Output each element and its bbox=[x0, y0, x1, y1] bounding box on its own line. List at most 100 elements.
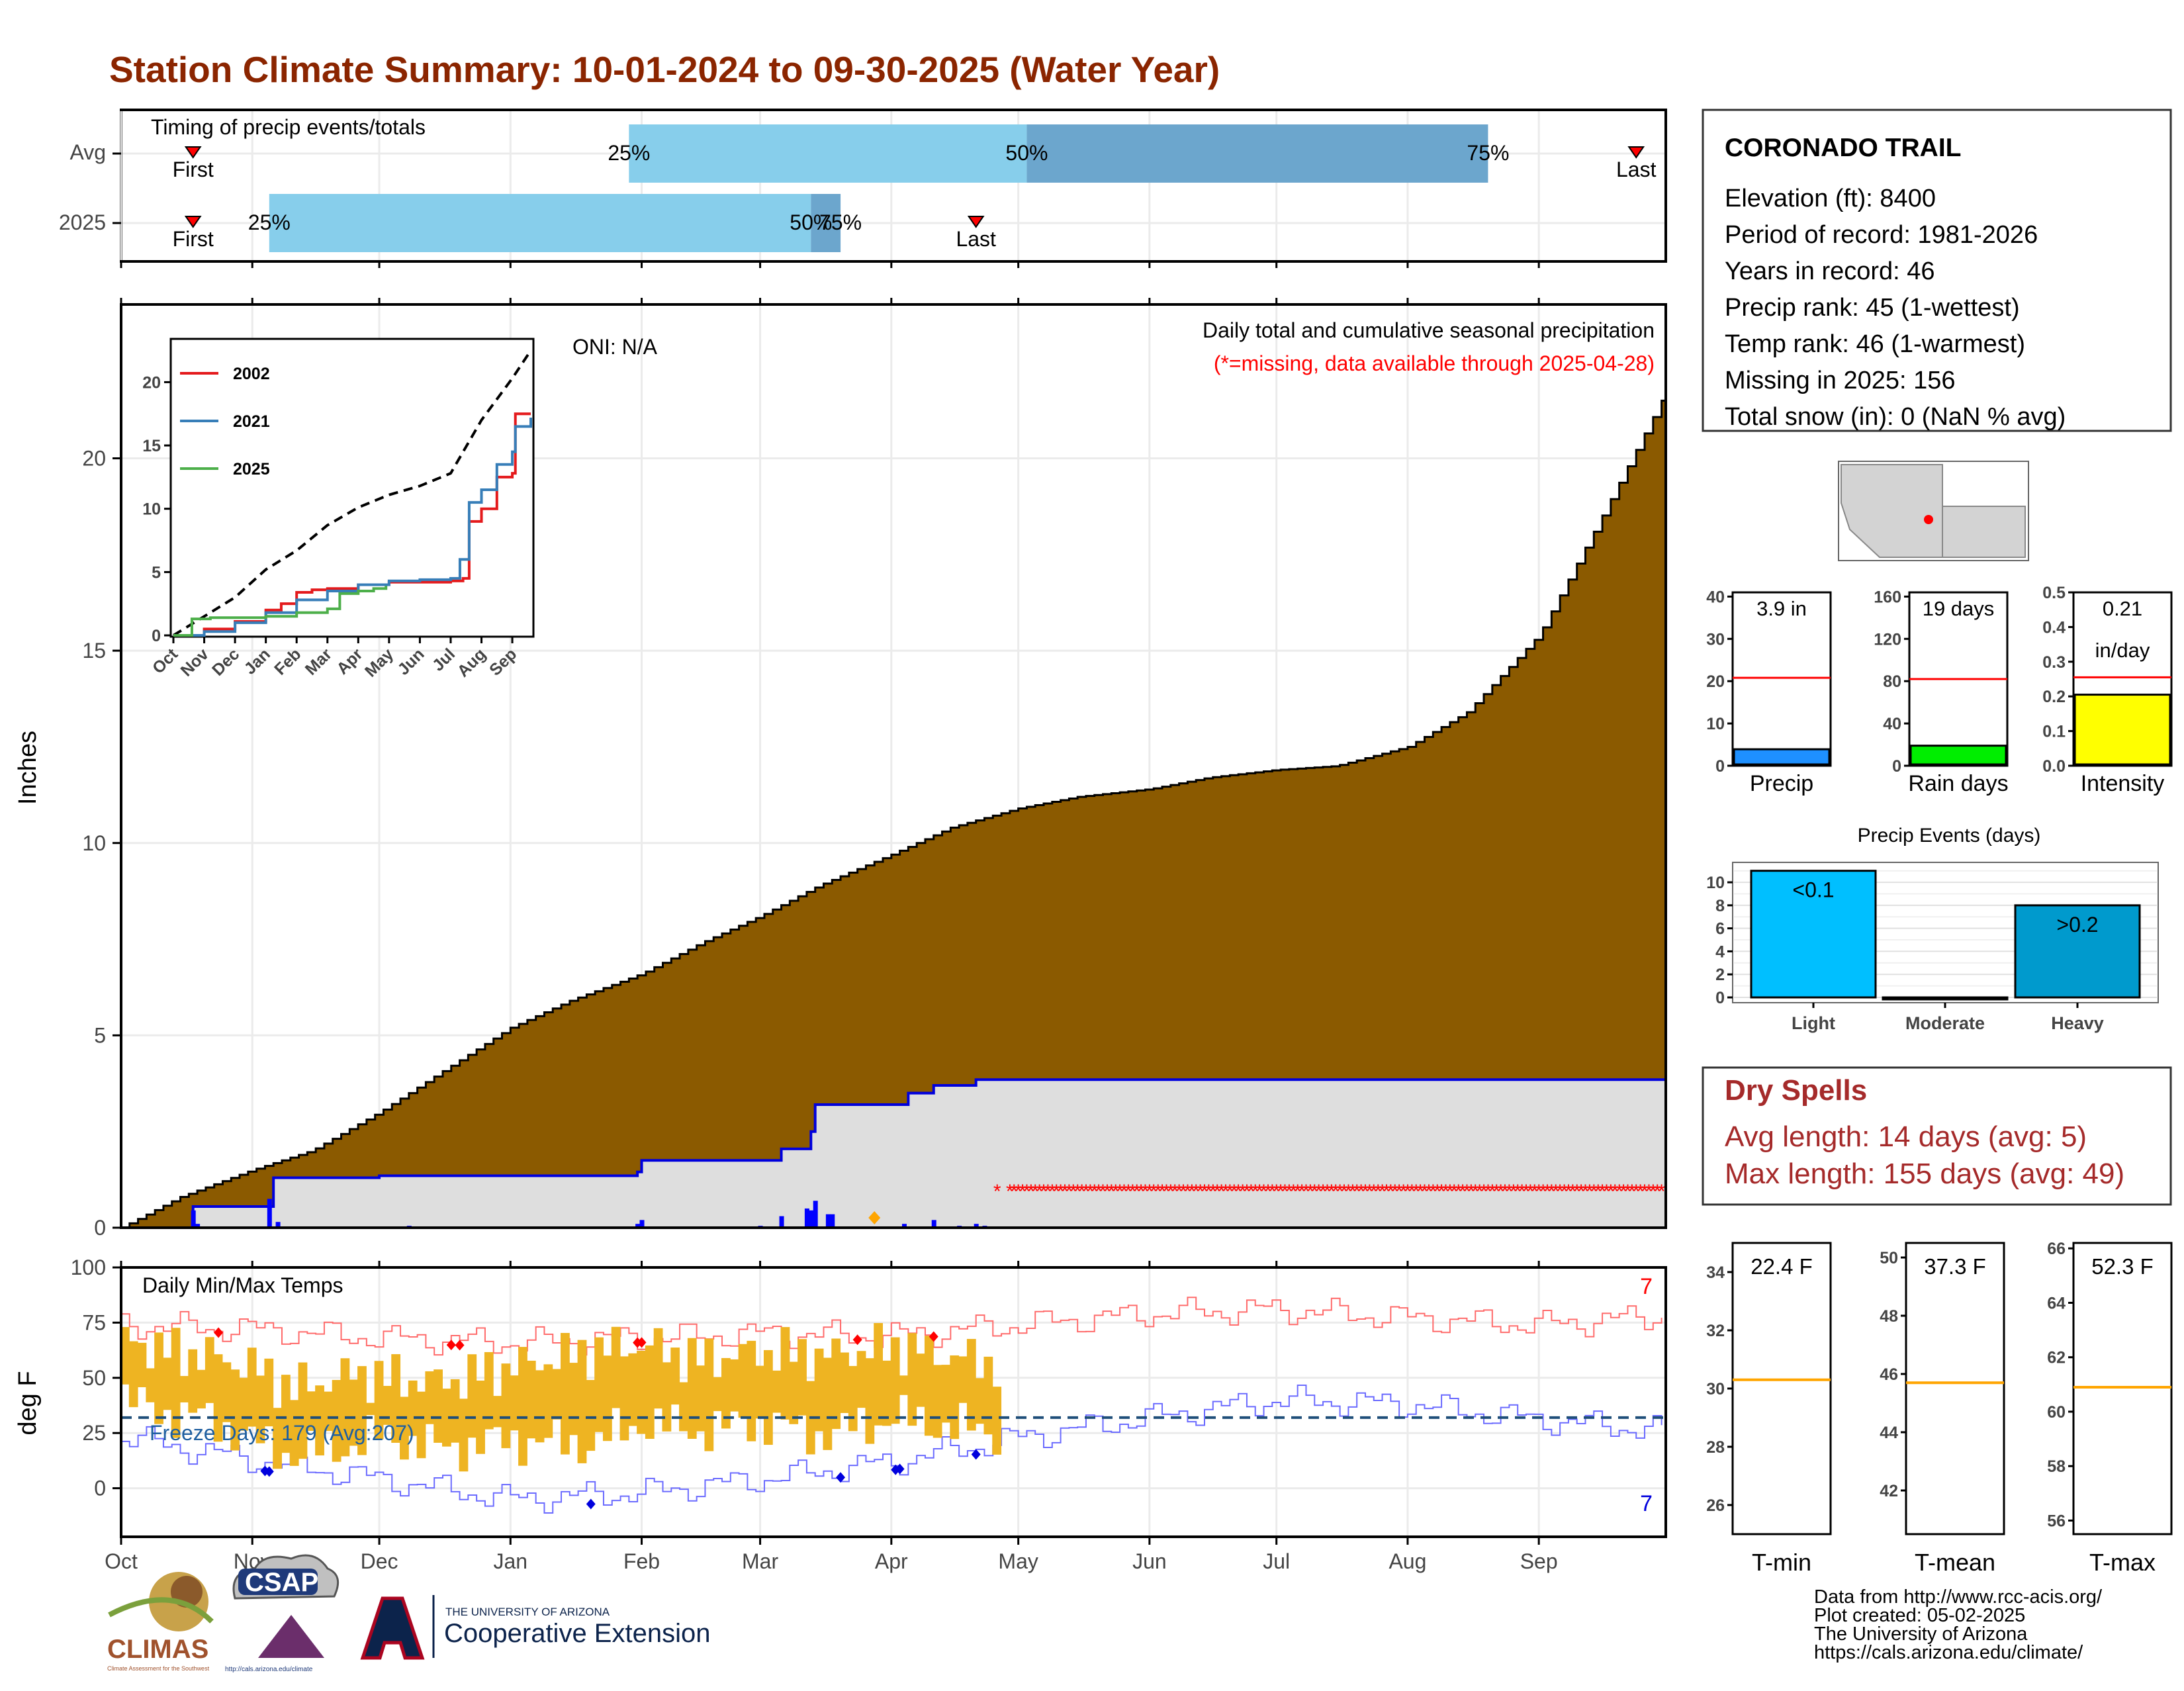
events-ytick-label: 8 bbox=[1715, 897, 1725, 915]
daily-precip-bar bbox=[275, 1222, 281, 1228]
daily-precip-bar bbox=[901, 1224, 907, 1228]
missing-marker: * bbox=[1213, 1181, 1221, 1203]
missing-marker: * bbox=[1624, 1181, 1632, 1203]
daily-temp-range-bar bbox=[670, 1348, 680, 1405]
daily-temp-range-bar bbox=[459, 1398, 469, 1472]
daily-precip-bar bbox=[830, 1214, 835, 1228]
precip-ytick-label: 10 bbox=[82, 831, 106, 855]
missing-marker: * bbox=[1391, 1181, 1399, 1203]
missing-marker: * bbox=[1281, 1181, 1289, 1203]
daily-temp-range-bar bbox=[882, 1360, 891, 1426]
mini-chart-value-bar bbox=[1733, 748, 1831, 766]
temp-panel: 0 25 50 75 100 deg F Daily Min/Max Temps Fre… bbox=[14, 1256, 1667, 1538]
inset-legend-label: 2002 bbox=[233, 365, 270, 383]
missing-marker: * bbox=[1150, 1181, 1158, 1203]
daily-temp-range-bar bbox=[357, 1366, 367, 1455]
missing-marker: * bbox=[1353, 1181, 1361, 1203]
daily-temp-range-bar bbox=[501, 1363, 511, 1449]
timing-marker-last-2025 bbox=[967, 216, 985, 228]
mini-chart-value-unit: in/day bbox=[2095, 639, 2150, 662]
daily-temp-range-bar bbox=[213, 1354, 223, 1442]
missing-marker: * bbox=[1548, 1181, 1556, 1203]
daily-temp-range-bar bbox=[137, 1342, 147, 1387]
temp-mini-ytick-label: 34 bbox=[1706, 1263, 1725, 1282]
daily-temp-range-bar bbox=[704, 1338, 714, 1451]
missing-note: (*=missing, data available through 2025-… bbox=[1214, 351, 1655, 375]
mini-chart-frame bbox=[1731, 591, 1832, 767]
events-category-label: Heavy bbox=[2051, 1013, 2104, 1033]
ua-big-text: Cooperative Extension bbox=[444, 1619, 710, 1648]
daily-temp-range-bar bbox=[586, 1380, 596, 1451]
daily-temp-range-bar bbox=[814, 1348, 824, 1432]
timing-bar-avg-50-75 bbox=[1026, 124, 1488, 183]
missing-marker: * bbox=[1421, 1181, 1429, 1203]
timing-p50-label: 50% bbox=[790, 210, 832, 234]
missing-marker: * bbox=[1577, 1181, 1585, 1203]
daily-temp-range-bar bbox=[763, 1349, 773, 1445]
temp-mini-ytick-label: 64 bbox=[2047, 1294, 2066, 1312]
temp-ytick-label: 0 bbox=[94, 1477, 106, 1500]
station-line: Missing in 2025: 156 bbox=[1725, 367, 1956, 394]
daily-temp-range-bar bbox=[637, 1350, 646, 1434]
mini-chart-value-label: 19 days bbox=[1923, 597, 1995, 620]
temp-mini-ytick-label: 44 bbox=[1880, 1424, 1898, 1442]
csap-url: http://cals.arizona.edu/climate bbox=[225, 1666, 313, 1673]
missing-marker: * bbox=[1222, 1181, 1230, 1203]
missing-marker: * bbox=[1142, 1181, 1150, 1203]
daily-temp-range-bar bbox=[197, 1369, 206, 1409]
daily-temp-range-bar bbox=[416, 1391, 426, 1459]
record-high-marker bbox=[446, 1340, 456, 1351]
missing-marker: * bbox=[1522, 1181, 1530, 1203]
mini-chart-ytick-label: 0.3 bbox=[2042, 653, 2066, 672]
missing-marker: * bbox=[1116, 1181, 1124, 1203]
temp-mini-ytick-label: 46 bbox=[1880, 1365, 1898, 1384]
month-label: Jan bbox=[493, 1549, 527, 1573]
events-bar-light bbox=[1750, 870, 1877, 999]
daily-temp-range-bar bbox=[154, 1332, 163, 1424]
climas-logo-swoosh bbox=[108, 1597, 214, 1623]
timing-row-avg: Avg bbox=[69, 140, 106, 164]
mini-chart-ytick-label: 0 bbox=[1715, 757, 1725, 776]
events-ytick-label: 0 bbox=[1715, 989, 1725, 1007]
daily-temp-range-bar bbox=[408, 1380, 418, 1436]
daily-temp-range-bar bbox=[865, 1358, 875, 1444]
missing-marker: * bbox=[1205, 1181, 1213, 1203]
daily-temp-range-bar bbox=[230, 1369, 240, 1451]
missing-marker: * bbox=[1573, 1181, 1581, 1203]
missing-marker: * bbox=[1404, 1181, 1412, 1203]
missing-marker: * bbox=[1412, 1181, 1420, 1203]
temp-ytick-label: 75 bbox=[82, 1310, 106, 1334]
events-bar-heavy bbox=[2014, 904, 2141, 999]
average-cumulative-precip-area bbox=[121, 399, 1667, 1229]
daily-temp-range-bar bbox=[628, 1353, 638, 1426]
timing-bar-2025-50-75 bbox=[811, 194, 841, 252]
daily-temp-range-bar bbox=[856, 1351, 866, 1408]
mini-chart-ytick-label: 120 bbox=[1874, 630, 1901, 649]
temp-mini-value-label: 22.4 F bbox=[1751, 1254, 1813, 1279]
timing-marker-first-2025 bbox=[184, 216, 202, 228]
daily-temp-range-bar bbox=[916, 1353, 925, 1407]
daily-temp-range-bar bbox=[747, 1340, 756, 1441]
daily-temp-range-bar bbox=[729, 1359, 739, 1412]
missing-marker: * bbox=[1066, 1181, 1073, 1203]
timing-label-first: First bbox=[173, 158, 214, 181]
timing-label-last: Last bbox=[1616, 158, 1657, 181]
csap-badge bbox=[238, 1569, 318, 1595]
record-low-marker bbox=[971, 1449, 981, 1460]
missing-marker: * bbox=[1099, 1181, 1107, 1203]
missing-marker: * bbox=[1492, 1181, 1500, 1203]
temp-mini-ytick-label: 32 bbox=[1706, 1322, 1725, 1340]
missing-marker: * bbox=[1243, 1181, 1251, 1203]
record-high-marker bbox=[637, 1337, 647, 1348]
missing-marker: * bbox=[1408, 1181, 1416, 1203]
missing-marker: * bbox=[1171, 1181, 1179, 1203]
inset-series-2025 bbox=[173, 586, 388, 637]
missing-marker: * bbox=[1501, 1181, 1509, 1203]
missing-marker: * bbox=[1598, 1181, 1606, 1203]
daily-temp-range-bar bbox=[222, 1362, 232, 1422]
missing-marker: * bbox=[1015, 1181, 1023, 1203]
missing-marker: * bbox=[993, 1181, 1001, 1203]
timing-label-first: First bbox=[173, 227, 214, 251]
events-category-label: Moderate bbox=[1905, 1013, 1985, 1033]
